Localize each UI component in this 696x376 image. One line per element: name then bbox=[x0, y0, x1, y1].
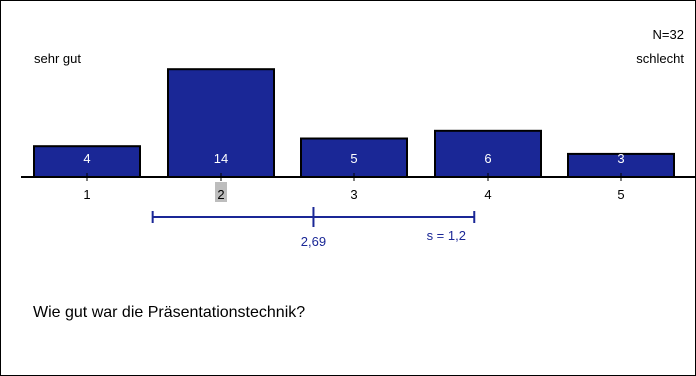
x-tick-label: 3 bbox=[350, 187, 357, 202]
x-ticks-group: 1 2 3 4 5 bbox=[83, 173, 625, 202]
mean-indicator: 2,69 s = 1,2 bbox=[151, 207, 476, 249]
highlight-box bbox=[215, 182, 227, 202]
bar-value-label: 4 bbox=[83, 151, 90, 166]
question-text: Wie gut war die Präsentationstechnik? bbox=[33, 304, 306, 321]
bar-2 bbox=[167, 68, 275, 178]
x-tick-label: 1 bbox=[83, 187, 90, 202]
x-tick-label: 4 bbox=[484, 187, 491, 202]
bars-group: 4 14 5 6 3 bbox=[33, 68, 675, 179]
sd-label: s = 1,2 bbox=[427, 228, 466, 243]
x-tick-label: 2 bbox=[217, 187, 224, 202]
left-anchor-label: sehr gut bbox=[34, 51, 81, 66]
bar-value-label: 5 bbox=[350, 151, 357, 166]
bar-3 bbox=[300, 137, 408, 178]
x-tick-label: 5 bbox=[617, 187, 624, 202]
mean-label: 2,69 bbox=[301, 234, 326, 249]
bar-4 bbox=[434, 129, 542, 179]
right-anchor-label: schlecht bbox=[636, 51, 684, 66]
n-label: N=32 bbox=[653, 27, 684, 42]
bar-value-label: 6 bbox=[484, 151, 491, 166]
bar-value-label: 14 bbox=[214, 151, 228, 166]
bar-value-label: 3 bbox=[617, 151, 624, 166]
